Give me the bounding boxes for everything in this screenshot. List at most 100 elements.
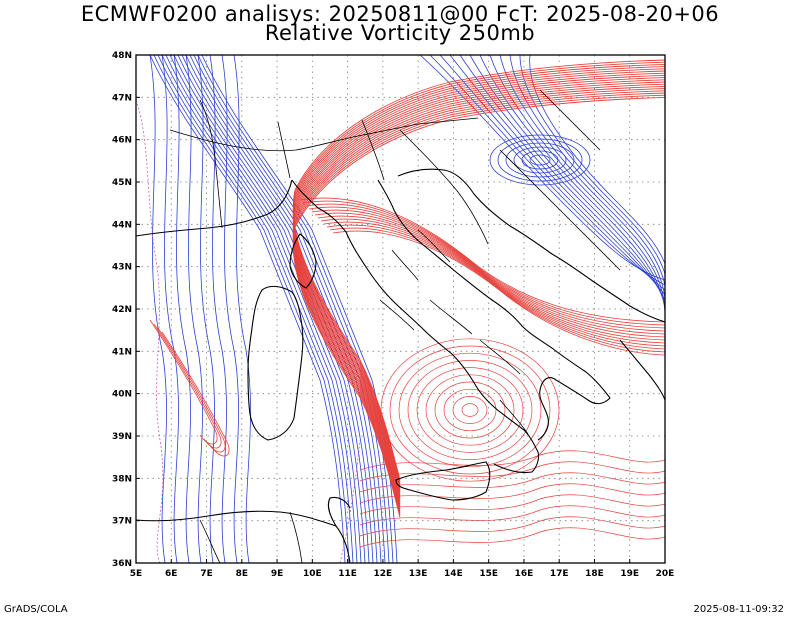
positive-vorticity-contour (161, 331, 230, 457)
footer-software-label: GrADS/COLA (4, 604, 68, 615)
lon-tick-label: 19E (620, 569, 639, 579)
lat-tick-label: 40N (112, 390, 132, 400)
positive-vorticity-contour (292, 81, 665, 503)
lon-tick-label: 17E (550, 569, 569, 579)
positive-vorticity-contour (292, 63, 665, 485)
lon-tick-label: 10E (303, 569, 322, 579)
lon-tick-label: 7E (200, 569, 212, 579)
lat-tick-label: 38N (112, 474, 132, 484)
lat-tick-label: 39N (112, 432, 132, 442)
positive-vorticity-closed-contour (389, 345, 551, 475)
positive-vorticity-contour (323, 221, 665, 347)
positive-vorticity-contour (292, 90, 665, 511)
positive-vorticity-contour (359, 450, 665, 471)
positive-vorticity-contour (359, 461, 665, 482)
negative-vorticity-contour (161, 55, 179, 563)
lat-tick-label: 41N (112, 347, 132, 357)
sardinia-coast (247, 285, 304, 441)
negative-vorticity-contour (233, 55, 251, 563)
lon-tick-label: 5E (130, 569, 142, 579)
negative-vorticity-contour (193, 55, 390, 563)
negative-vorticity-contour (153, 55, 350, 563)
negative-vorticity-contour (479, 55, 665, 311)
positive-vorticity-contour (292, 88, 665, 509)
lat-tick-label: 48N (112, 51, 132, 61)
lon-tick-label: 14E (444, 569, 463, 579)
lat-tick-label: 46N (112, 136, 132, 146)
negative-vorticity-contour (529, 55, 665, 335)
positive-vorticity-contour (292, 66, 665, 487)
positive-vorticity-closed-contour (380, 338, 560, 482)
italy-east-coast (377, 179, 611, 441)
negative-vorticity-contour (429, 55, 665, 286)
positive-vorticity-contour (292, 96, 665, 518)
negative-vorticity-contour (189, 55, 386, 563)
negative-vorticity-contour (449, 55, 665, 296)
positive-vorticity-contour (359, 472, 665, 493)
positive-vorticity-contour (359, 483, 665, 504)
corsica-coast (289, 233, 317, 289)
negative-vorticity-closed-contour (497, 138, 583, 182)
positive-vorticity-contour (292, 68, 665, 489)
negative-vorticity-contour (197, 55, 215, 563)
negative-vorticity-contour (509, 55, 665, 325)
lat-tick-label: 43N (112, 263, 132, 273)
positive-vorticity-closed-contour (434, 381, 506, 439)
lat-lon-grid (136, 55, 665, 563)
positive-vorticity-contour (292, 83, 665, 505)
vorticity-contours (136, 55, 665, 563)
positive-vorticity-contour (157, 327, 226, 453)
positive-vorticity-contour (299, 197, 665, 323)
positive-vorticity-contour (292, 94, 665, 516)
positive-vorticity-contour (359, 494, 665, 515)
positive-vorticity-contour (320, 218, 665, 344)
italy-west-coast (291, 179, 540, 474)
lon-tick-label: 12E (374, 569, 393, 579)
negative-vorticity-closed-contour (505, 142, 575, 178)
positive-vorticity-closed-contour (452, 396, 488, 424)
negative-vorticity-contour (439, 55, 665, 291)
positive-vorticity-contour (332, 230, 665, 356)
positive-vorticity-contour (359, 505, 665, 526)
positive-vorticity-contour (292, 59, 665, 481)
tunisia-coast (327, 496, 351, 527)
latitude-tick-labels: 36N 37N 38N 39N 40N 41N 42N 43N 44N 45N 46N 47N 48N (112, 51, 140, 569)
positive-vorticity-closed-contour (461, 403, 479, 417)
map-subtitle: Relative Vorticity 250mb (264, 21, 536, 45)
lat-tick-label: 36N (112, 559, 132, 569)
positive-vorticity-closed-contour (425, 374, 515, 446)
negative-vorticity-contour (221, 55, 239, 563)
negative-vorticity-contour (459, 55, 665, 301)
positive-vorticity-closed-contour (398, 352, 542, 468)
lat-tick-label: 44N (112, 220, 132, 230)
north-africa-coast (136, 510, 351, 563)
coastlines (136, 168, 665, 563)
longitude-tick-labels: 5E 6E 7E 8E 9E 10E 11E 12E 13E 14E 15E 16E 17E 18E 19E… (130, 559, 675, 579)
sicily-coast (395, 461, 491, 501)
positive-vorticity-closed-contour (407, 360, 533, 460)
lon-tick-label: 18E (585, 569, 604, 579)
positive-vorticity-contour (292, 72, 665, 494)
lon-tick-label: 15E (479, 569, 498, 579)
positive-vorticity-contour (292, 77, 665, 498)
negative-vorticity-contour (185, 55, 382, 563)
balkan-south-coast (619, 339, 665, 401)
zero-vorticity-contour (136, 99, 164, 563)
negative-vorticity-closed-contour (529, 154, 551, 166)
negative-vorticity-contour (149, 55, 346, 563)
positive-vorticity-contour (311, 209, 665, 335)
positive-vorticity-closed-contour (416, 367, 524, 453)
lon-tick-label: 13E (409, 569, 428, 579)
map-title: ECMWF0200 analisys: 20250811@00 FcT: 202… (80, 2, 720, 26)
lat-tick-label: 37N (112, 517, 132, 527)
lon-tick-label: 20E (656, 569, 675, 579)
positive-vorticity-contour (292, 92, 665, 514)
negative-vorticity-contour (185, 55, 203, 563)
negative-vorticity-closed-contour (513, 146, 567, 174)
positive-vorticity-contour (153, 323, 222, 449)
adriatic-east-coast (397, 168, 665, 323)
negative-vorticity-contour (499, 55, 665, 320)
plot-area (136, 55, 665, 563)
country-borders (169, 89, 621, 563)
